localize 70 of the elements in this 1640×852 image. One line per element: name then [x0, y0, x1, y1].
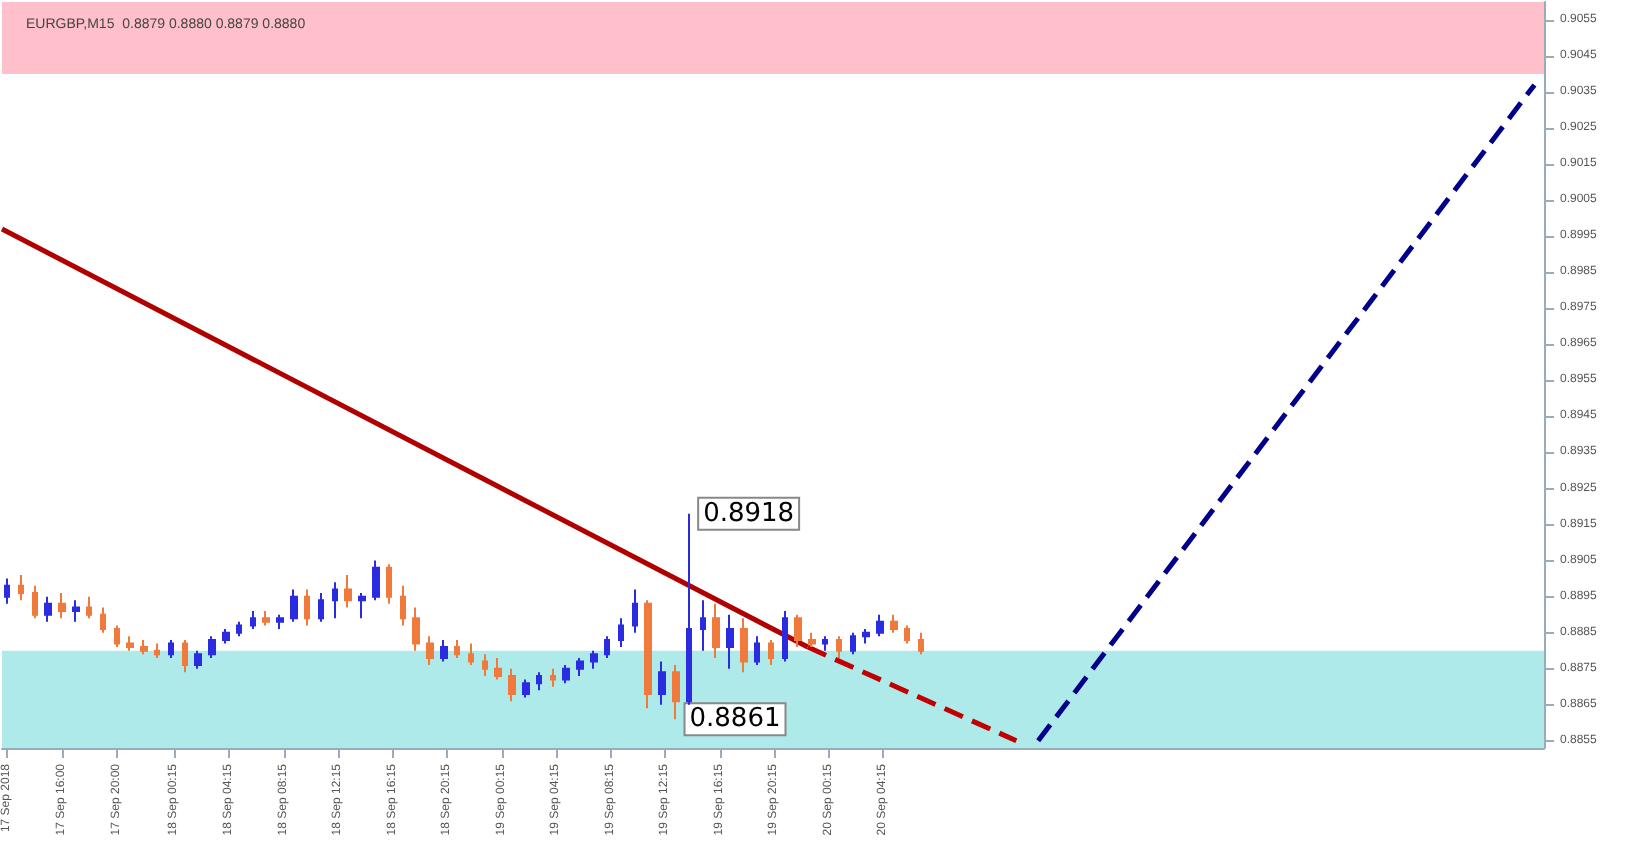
candlestick — [318, 592, 324, 623]
candlestick — [344, 574, 352, 609]
candlestick — [836, 635, 842, 659]
candlestick — [262, 610, 270, 627]
candlestick — [918, 631, 924, 656]
candlestick — [494, 656, 502, 681]
candlestick — [794, 613, 802, 649]
candlestick — [644, 599, 652, 710]
candlestick — [862, 628, 870, 645]
candlestick — [208, 635, 216, 659]
candlestick — [358, 592, 366, 620]
candlestick — [632, 588, 638, 634]
candlestick — [372, 559, 380, 602]
candlestick — [482, 653, 488, 677]
candlestick — [154, 642, 160, 659]
candlestick — [686, 512, 692, 706]
candlestick — [32, 584, 38, 620]
annotation: 0.8918 — [703, 498, 795, 529]
candlestick — [440, 638, 448, 663]
candlestick — [590, 649, 598, 670]
candlestick — [44, 595, 52, 623]
candlestick — [754, 635, 760, 667]
candlestick — [386, 563, 392, 605]
candlestick — [236, 620, 242, 638]
candlestick — [168, 638, 174, 659]
candlestick — [700, 599, 706, 652]
candlestick — [550, 667, 556, 688]
candlestick — [194, 649, 202, 670]
candlestick — [508, 667, 516, 703]
candlestick — [86, 595, 92, 620]
candlestick — [604, 635, 610, 659]
candlestick — [850, 631, 856, 656]
candlestick — [468, 642, 474, 667]
candlestick — [126, 635, 134, 652]
candlestick — [332, 581, 338, 620]
candlestick — [426, 635, 434, 667]
candlestick — [250, 610, 256, 631]
candlestick — [276, 613, 284, 631]
candlestick — [740, 617, 748, 674]
candlestick — [562, 664, 570, 685]
candlestick — [412, 606, 420, 652]
candlestick — [290, 588, 298, 623]
candlestick — [768, 638, 774, 667]
candlestick — [782, 610, 788, 663]
candlestick — [140, 638, 148, 656]
candlestick — [114, 624, 120, 649]
candlestick — [618, 617, 624, 649]
candlestick — [522, 678, 530, 699]
candlestick — [536, 671, 542, 692]
candlestick — [18, 574, 24, 602]
candlestick — [58, 592, 66, 620]
candlestick — [876, 613, 884, 638]
candlestick — [672, 664, 680, 721]
candlestick — [454, 638, 460, 659]
candlestick — [712, 602, 720, 659]
candlestick — [182, 638, 188, 674]
annotation: 0.8861 — [689, 704, 781, 735]
candlestick — [100, 606, 106, 634]
candlestick — [400, 584, 406, 627]
candlestick — [222, 628, 230, 645]
candlestick — [72, 599, 80, 623]
candlestick — [890, 613, 898, 634]
candlestick — [808, 631, 816, 649]
candlestick — [822, 635, 828, 652]
candlestick — [726, 613, 734, 670]
candlestick — [304, 588, 310, 627]
candlestick — [576, 656, 584, 677]
candlestick — [658, 660, 666, 706]
candlestick — [904, 624, 910, 645]
candlestick — [4, 577, 10, 605]
